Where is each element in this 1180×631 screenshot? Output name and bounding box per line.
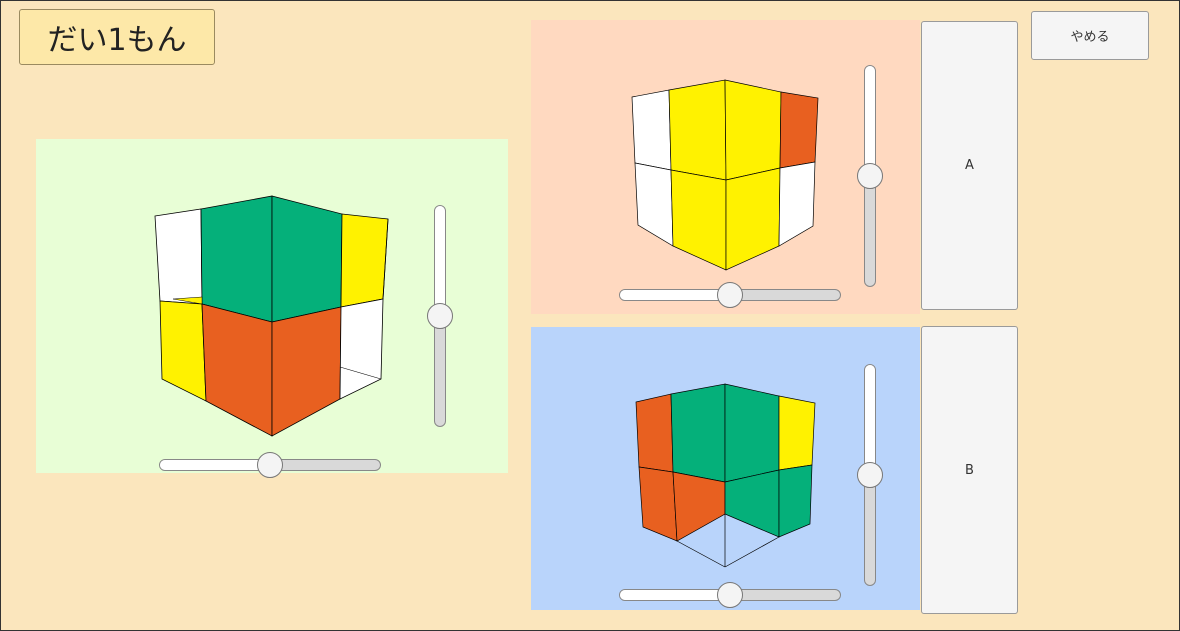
choice-a-panel[interactable] bbox=[531, 20, 920, 314]
cube-edge bbox=[382, 218, 389, 300]
slider-knob[interactable] bbox=[857, 462, 883, 488]
main-horizontal-rotation-slider[interactable] bbox=[159, 452, 381, 478]
cube-cell bbox=[670, 383, 726, 483]
choice-b-panel[interactable] bbox=[531, 327, 920, 610]
cube-cell bbox=[159, 300, 207, 402]
quit-button[interactable]: やめる bbox=[1031, 11, 1149, 60]
cube-cell bbox=[672, 471, 726, 542]
answer-a-button[interactable]: A bbox=[921, 21, 1018, 310]
cube-cell bbox=[779, 91, 819, 169]
choice-a-cube-view[interactable] bbox=[531, 20, 920, 314]
cube-cell bbox=[201, 303, 273, 437]
slider-fill bbox=[620, 590, 730, 600]
cube-cell bbox=[200, 195, 273, 323]
cube-cell bbox=[634, 162, 674, 247]
choice-a-horizontal-rotation-slider[interactable] bbox=[619, 282, 841, 308]
slider-knob[interactable] bbox=[717, 282, 743, 308]
cube-cell bbox=[271, 306, 342, 437]
cube-cell bbox=[638, 466, 678, 542]
cube-cell bbox=[778, 161, 816, 247]
cube-cell bbox=[668, 79, 727, 181]
choice-a-vertical-rotation-slider[interactable] bbox=[857, 65, 883, 287]
slider-knob[interactable] bbox=[717, 582, 743, 608]
cube-cell bbox=[154, 208, 203, 305]
answer-b-button[interactable]: B bbox=[921, 326, 1018, 614]
slider-knob[interactable] bbox=[257, 452, 283, 478]
cube-edge bbox=[724, 536, 780, 568]
slider-fill bbox=[865, 365, 875, 475]
choice-b-vertical-rotation-slider[interactable] bbox=[857, 364, 883, 586]
slider-fill bbox=[620, 290, 730, 300]
choice-b-cube-view[interactable] bbox=[531, 327, 920, 610]
cube-cell bbox=[724, 383, 780, 483]
cube-cell bbox=[670, 169, 727, 271]
cube-cell bbox=[725, 167, 781, 271]
slider-knob[interactable] bbox=[427, 303, 453, 329]
cube-cell bbox=[635, 393, 674, 473]
cube-cell bbox=[724, 79, 782, 181]
slider-knob[interactable] bbox=[857, 163, 883, 189]
choice-b-horizontal-rotation-slider[interactable] bbox=[619, 582, 841, 608]
main-cube-panel[interactable] bbox=[36, 139, 508, 478]
cube-cell bbox=[271, 195, 343, 323]
cube-cell bbox=[340, 213, 389, 308]
main-vertical-rotation-slider[interactable] bbox=[427, 205, 453, 427]
slider-fill bbox=[865, 66, 875, 176]
main-cube-view[interactable] bbox=[36, 139, 508, 473]
cube-cell bbox=[778, 395, 816, 471]
cube-edge bbox=[676, 540, 726, 568]
slider-fill bbox=[435, 206, 445, 316]
problem-title: だい1もん bbox=[19, 9, 215, 65]
cube-cell bbox=[172, 296, 203, 305]
cube-cell bbox=[631, 89, 672, 171]
cube-cell bbox=[339, 298, 384, 400]
cube-edge bbox=[339, 366, 382, 380]
slider-fill bbox=[160, 460, 270, 470]
cube-cell bbox=[724, 469, 780, 538]
cube-cell bbox=[778, 464, 813, 538]
